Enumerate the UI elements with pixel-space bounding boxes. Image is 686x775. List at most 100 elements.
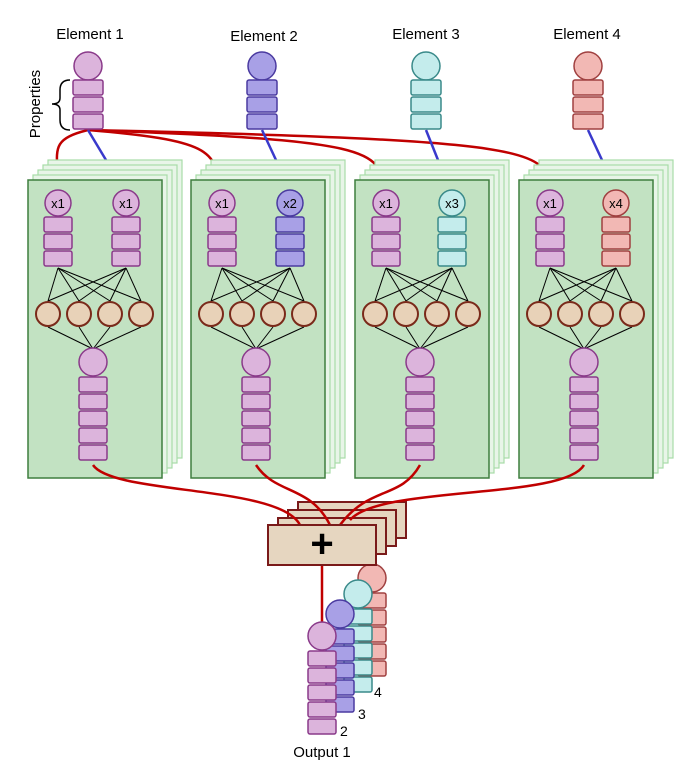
panel-4-in-edge-1-4 (549, 267, 633, 302)
panel-3-in-edge-2-4 (451, 267, 469, 302)
element-3-label: Element 3 (392, 26, 460, 43)
panel-3-own-weight: x3 (445, 196, 459, 211)
panel-3-own-vector-cell-2 (437, 233, 467, 250)
panel-4-in-edge-1-3 (549, 267, 602, 302)
panel-3-shared-node (372, 189, 400, 217)
panel-1-in-edge-2-2 (78, 267, 127, 302)
sum-edge-4 (349, 464, 586, 521)
panel-1-output-vector-cell-5 (78, 444, 108, 461)
element-1-label: Element 1 (56, 26, 124, 43)
panel-3-output-vector-cell-5 (405, 444, 435, 461)
panel-3-hidden-neuron-3 (424, 301, 450, 327)
panel-4-out-edge-4 (583, 326, 633, 350)
panel-4-hidden-neuron-2 (557, 301, 583, 327)
panel-1-out-edge-1 (47, 326, 94, 350)
element-1-property-cell-2 (72, 96, 104, 113)
panel-4-hidden-neuron-1 (526, 301, 552, 327)
properties-brace (51, 79, 71, 131)
panel-2-out-edge-4 (255, 326, 305, 350)
panel-2-hidden-neuron-2 (229, 301, 255, 327)
panel-2: x1 x2 (190, 159, 346, 479)
element-2-property-cell-1 (246, 79, 278, 96)
output-layer-1 (307, 621, 337, 735)
panel-4: x1 x4 (518, 159, 674, 479)
panel-2-output-vector-cell-4 (241, 427, 271, 444)
panel-1-own-vector-cell-3 (111, 250, 141, 267)
panel-1-hidden-neuron-1 (35, 301, 61, 327)
properties-label: Properties (27, 70, 44, 138)
sum-symbol: + (310, 522, 333, 566)
panel-4-shared-node (536, 189, 564, 217)
panel-1-out-edge-3 (92, 326, 111, 350)
panel-1-shared-weight: x1 (51, 196, 65, 211)
output-stack-number-2: 2 (340, 723, 348, 739)
element-4-node (573, 51, 603, 81)
element-3-node (411, 51, 441, 81)
panel-1-in-edge-1-3 (57, 267, 111, 302)
panel-2-in-edge-1-2 (221, 267, 243, 302)
panel-3-out-edge-1 (374, 326, 421, 350)
panel-1-output-vector-cell-2 (78, 393, 108, 410)
panel-1-output-vector-cell-3 (78, 410, 108, 427)
output-layer-3-node (343, 579, 373, 609)
sum-edges (91, 464, 586, 526)
panel-3-in-edge-1-4 (385, 267, 469, 302)
output-label: Output 1 (293, 744, 351, 761)
panel-2-shared-node (208, 189, 236, 217)
panel-1-shared-vector-cell-1 (43, 216, 73, 233)
element-4-label: Element 4 (553, 26, 621, 43)
panel-2-in-edge-2-4 (289, 267, 305, 302)
element-4-property-cell-2 (572, 96, 604, 113)
panel-4-in-edge-2-1 (538, 267, 617, 302)
element-4-property-cell-3 (572, 113, 604, 130)
panel-3-out-edge-2 (405, 326, 421, 350)
sum-box (267, 524, 377, 566)
panel-4-shared-weight: x1 (543, 196, 557, 211)
panel-2-out-edge-1 (210, 326, 257, 350)
panel-3-output-vector-cell-3 (405, 410, 435, 427)
panel-3-output-vector-cell-2 (405, 393, 435, 410)
panel-2-in-edge-1-1 (210, 267, 223, 302)
panel-2-in-edge-2-3 (272, 267, 291, 302)
output-layer-2 (325, 599, 355, 713)
panel-3-shared-vector-cell-2 (371, 233, 401, 250)
panel-4-in-edge-1-2 (549, 267, 571, 302)
panel-4-in-edge-2-4 (615, 267, 633, 302)
panel-2-hidden-neuron-4 (291, 301, 317, 327)
panel-2-in-edge-2-2 (241, 267, 291, 302)
panel-3-own-node (438, 189, 466, 217)
panel-3-shared-vector-cell-3 (371, 250, 401, 267)
panel-4-out-edge-2 (569, 326, 585, 350)
panel-2-hidden-neuron-1 (198, 301, 224, 327)
element-4-input (572, 51, 604, 130)
element-2-property-cell-2 (246, 96, 278, 113)
panel-3-output-vector-cell-4 (405, 427, 435, 444)
output-layer-1-vector-cell-5 (307, 718, 337, 735)
panel-2-shared-weight: x1 (215, 196, 229, 211)
panel-4-shared-vector-cell-2 (535, 233, 565, 250)
element-2-node (247, 51, 277, 81)
element-2-property-cell-3 (246, 113, 278, 130)
panel-4-output-node (569, 347, 599, 377)
panel-4-hidden-neuron-3 (588, 301, 614, 327)
panel-2-own-vector-cell-1 (275, 216, 305, 233)
panel-4-out-edge-3 (583, 326, 602, 350)
panel-4-in-edge-2-3 (600, 267, 617, 302)
panel-3-in-edge-2-3 (436, 267, 453, 302)
panel-4-own-weight: x4 (609, 196, 623, 211)
panel-4-output-vector-cell-4 (569, 427, 599, 444)
output-stack-number-3: 3 (358, 706, 366, 722)
panel-2-output-vector-cell-1 (241, 376, 271, 393)
panel-3-hidden-neuron-1 (362, 301, 388, 327)
panel-2-out-edge-3 (255, 326, 274, 350)
panel-4-own-node (602, 189, 630, 217)
output-layer-1-vector-cell-3 (307, 684, 337, 701)
panel-3-output-vector-cell-1 (405, 376, 435, 393)
output-layer-1-node (307, 621, 337, 651)
panel-2-own-vector-cell-2 (275, 233, 305, 250)
panel-2-shared-vector-cell-1 (207, 216, 237, 233)
panel-1: x1 x1 (27, 159, 183, 479)
output-layer-1-vector-cell-4 (307, 701, 337, 718)
panel-2-output-vector-cell-2 (241, 393, 271, 410)
output-layer-1-vector-cell-1 (307, 650, 337, 667)
